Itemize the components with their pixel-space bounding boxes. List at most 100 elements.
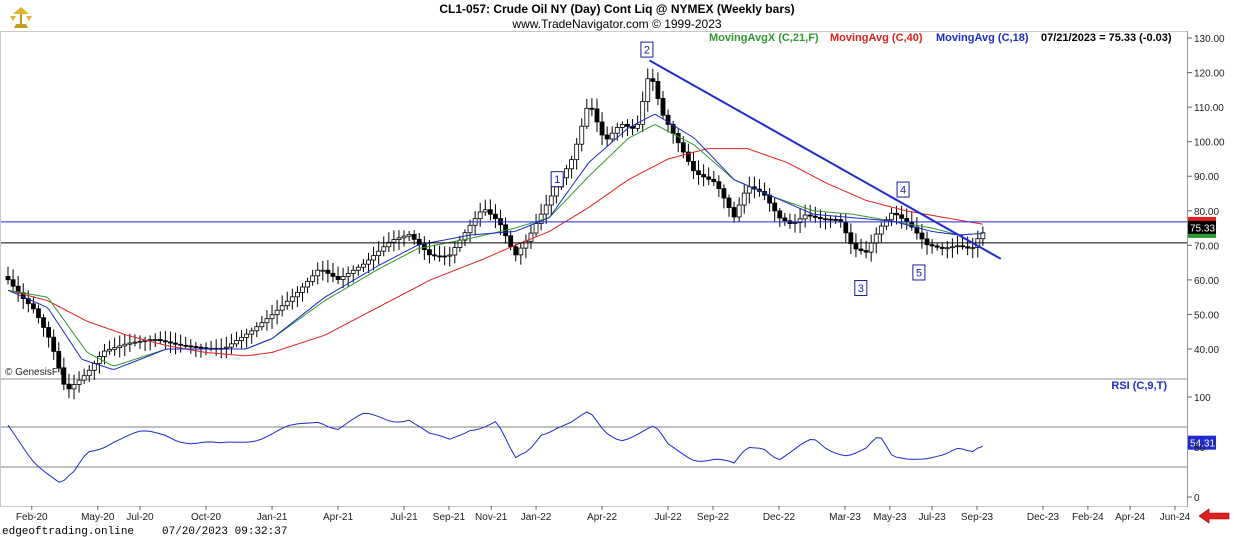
chart-title: CL1-057: Crude Oil NY (Day) Cont Liq @ N… bbox=[439, 2, 794, 16]
candle-47 bbox=[244, 328, 250, 348]
price-tick-label-3: 100.00 bbox=[1194, 138, 1225, 149]
candle-184 bbox=[939, 242, 945, 256]
candle-58 bbox=[300, 282, 305, 302]
candle-92 bbox=[472, 211, 478, 236]
candle-13 bbox=[71, 374, 77, 400]
price-tick-label-5: 80.00 bbox=[1194, 207, 1219, 218]
candle-60 bbox=[310, 269, 316, 286]
candle-83 bbox=[427, 240, 432, 264]
candle-78 bbox=[401, 230, 407, 247]
candle-6 bbox=[36, 304, 41, 324]
candle-118 bbox=[604, 126, 610, 146]
candle-85 bbox=[437, 245, 442, 262]
svg-text:3: 3 bbox=[858, 283, 864, 295]
footer-site: edgeoftrading.online bbox=[2, 526, 134, 537]
candle-66 bbox=[340, 267, 346, 289]
candle-12 bbox=[66, 373, 72, 399]
rsi-title: RSI (C,9,T) bbox=[1111, 380, 1167, 392]
candle-107 bbox=[548, 186, 554, 216]
candle-134 bbox=[685, 143, 691, 166]
x-tick-label-19: Feb-24 bbox=[1072, 512, 1104, 523]
candle-136 bbox=[696, 160, 701, 185]
candle-173 bbox=[883, 216, 889, 230]
svg-text:2: 2 bbox=[644, 45, 650, 57]
candle-128 bbox=[655, 72, 661, 105]
svg-text:4: 4 bbox=[900, 185, 906, 197]
candle-23 bbox=[122, 334, 128, 357]
candle-10 bbox=[56, 342, 62, 373]
candle-2 bbox=[15, 275, 21, 302]
candle-122 bbox=[625, 119, 630, 137]
legend-last-value: 07/21/2023 = 75.33 (-0.03) bbox=[1041, 32, 1172, 44]
candle-84 bbox=[432, 244, 437, 261]
rsi-last-value-badge: 54.31 bbox=[1188, 435, 1216, 450]
candle-50 bbox=[259, 315, 265, 331]
candle-16 bbox=[86, 365, 92, 382]
candle-146 bbox=[746, 176, 752, 204]
copyright: © GenesisFT bbox=[5, 367, 64, 378]
candle-138 bbox=[706, 167, 712, 186]
candle-49 bbox=[254, 322, 260, 338]
candle-90 bbox=[462, 229, 468, 247]
svg-text:1: 1 bbox=[554, 174, 560, 186]
candle-79 bbox=[406, 230, 412, 241]
candle-185 bbox=[944, 241, 950, 259]
scroll-right-arrow-icon[interactable] bbox=[1198, 508, 1230, 524]
candle-63 bbox=[325, 260, 331, 283]
x-tick-label-6: Jul-21 bbox=[390, 512, 418, 523]
legend-ma40: MovingAvg (C,40) bbox=[830, 32, 923, 44]
candle-95 bbox=[487, 199, 493, 221]
candle-139 bbox=[711, 171, 717, 187]
candle-72 bbox=[371, 246, 376, 271]
candle-96 bbox=[493, 204, 498, 229]
candle-100 bbox=[513, 243, 519, 262]
candle-25 bbox=[132, 334, 138, 347]
x-tick-label-5: Apr-21 bbox=[323, 512, 353, 523]
candle-1 bbox=[10, 269, 16, 292]
candle-69 bbox=[355, 264, 361, 276]
candle-93 bbox=[477, 202, 483, 227]
candle-165 bbox=[843, 213, 849, 243]
candle-52 bbox=[269, 304, 275, 329]
candle-187 bbox=[955, 236, 960, 255]
candle-74 bbox=[381, 236, 387, 257]
candle-172 bbox=[878, 221, 884, 243]
candle-75 bbox=[386, 232, 392, 252]
x-tick-label-17: Sep-23 bbox=[961, 512, 994, 523]
candle-8 bbox=[46, 321, 52, 348]
wave-label-4: 4 bbox=[896, 181, 910, 198]
candle-149 bbox=[762, 182, 767, 201]
candle-113 bbox=[579, 118, 585, 152]
wave-label-2: 2 bbox=[640, 41, 654, 58]
rsi-panel bbox=[0, 379, 1188, 507]
candle-166 bbox=[848, 223, 854, 255]
candle-155 bbox=[792, 213, 798, 233]
candle-190 bbox=[970, 238, 976, 259]
candle-164 bbox=[838, 213, 844, 228]
candle-77 bbox=[396, 230, 402, 250]
candle-87 bbox=[447, 246, 453, 267]
candle-153 bbox=[782, 213, 788, 226]
x-tick-label-9: Jan-22 bbox=[521, 512, 552, 523]
candle-182 bbox=[929, 239, 935, 254]
price-tick-label-4: 90.00 bbox=[1194, 172, 1219, 183]
trendline bbox=[649, 59, 1002, 260]
candle-64 bbox=[330, 262, 336, 283]
candle-117 bbox=[599, 112, 605, 145]
legend-ma18: MovingAvg (C,18) bbox=[936, 32, 1029, 44]
candle-42 bbox=[218, 338, 224, 359]
candle-171 bbox=[873, 227, 879, 254]
svg-text:75.33: 75.33 bbox=[1190, 223, 1215, 234]
candle-111 bbox=[569, 155, 574, 179]
candle-56 bbox=[289, 288, 295, 310]
trade-navigator-logo bbox=[10, 7, 32, 28]
candlestick-series bbox=[5, 68, 986, 400]
candle-38 bbox=[198, 343, 204, 358]
candle-169 bbox=[863, 240, 869, 259]
candle-174 bbox=[889, 207, 894, 226]
price-tick-label-6: 70.00 bbox=[1194, 241, 1219, 252]
candle-54 bbox=[279, 295, 285, 317]
candle-152 bbox=[777, 208, 783, 227]
candle-141 bbox=[721, 184, 727, 209]
